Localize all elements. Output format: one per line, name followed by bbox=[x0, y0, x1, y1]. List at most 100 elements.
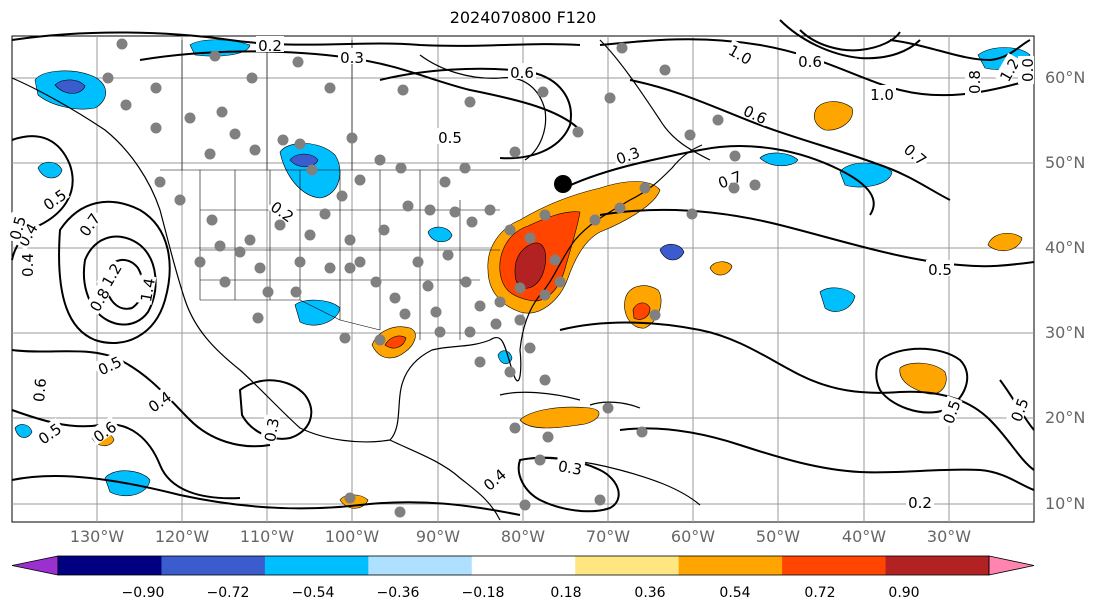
colorbar-tick-label: 0.36 bbox=[634, 585, 666, 601]
station-marker bbox=[399, 308, 411, 320]
station-marker bbox=[542, 431, 554, 443]
contour-label-bg bbox=[96, 257, 125, 291]
station-marker bbox=[712, 114, 724, 126]
warm-anomaly-gulf-core bbox=[384, 335, 407, 349]
station-markers bbox=[102, 38, 761, 518]
cool-anomaly-midwest bbox=[427, 226, 453, 243]
station-marker bbox=[549, 254, 561, 266]
colorbar-outline bbox=[57, 555, 990, 576]
station-marker bbox=[422, 280, 434, 292]
colorbar-extend-high bbox=[988, 555, 1035, 576]
station-marker bbox=[460, 276, 472, 288]
contour-label: 0.8 bbox=[966, 70, 984, 94]
lon-label-80w: 80°W bbox=[500, 527, 546, 546]
station-marker bbox=[572, 126, 584, 138]
storm-center-marker bbox=[554, 175, 572, 193]
station-marker bbox=[684, 129, 696, 141]
station-marker bbox=[294, 138, 306, 150]
colorbar-tick-label: −0.54 bbox=[291, 585, 335, 601]
contour-label: 0.2 bbox=[258, 37, 282, 55]
station-marker bbox=[504, 224, 516, 236]
colorbar-tick-label: −0.90 bbox=[121, 585, 165, 601]
lon-label-70w: 70°W bbox=[585, 527, 631, 546]
station-marker bbox=[636, 426, 648, 438]
contour-line-3 bbox=[379, 67, 572, 160]
station-marker bbox=[504, 366, 516, 378]
station-marker bbox=[304, 229, 316, 241]
station-marker bbox=[539, 209, 551, 221]
station-marker bbox=[509, 146, 521, 158]
station-marker bbox=[154, 176, 166, 188]
station-marker bbox=[216, 106, 228, 118]
station-marker bbox=[194, 256, 206, 268]
contour-line-10 bbox=[11, 474, 521, 516]
colorbar-segment bbox=[471, 556, 576, 575]
contour-label-bg bbox=[37, 183, 70, 213]
station-marker bbox=[686, 208, 698, 220]
station-marker bbox=[319, 208, 331, 220]
coastline-hudson bbox=[419, 54, 547, 161]
contour-label: 0.5 bbox=[928, 261, 952, 279]
contour-label: 0.3 bbox=[261, 417, 283, 444]
lat-label-40n: 40°N bbox=[1045, 238, 1086, 257]
coastline-cuba bbox=[499, 391, 581, 401]
contour-line-17 bbox=[559, 321, 1035, 471]
contour-label: 0.0 bbox=[1019, 58, 1037, 82]
station-marker bbox=[466, 216, 478, 228]
warm-anomaly-atlantic-1-core bbox=[632, 302, 651, 320]
station-marker bbox=[116, 38, 128, 50]
station-marker bbox=[509, 422, 521, 434]
colorbar-tick-label: −0.18 bbox=[461, 585, 505, 601]
station-marker bbox=[150, 82, 162, 94]
station-marker bbox=[277, 134, 289, 146]
coastline-labrador bbox=[599, 39, 711, 161]
colorbar-tick-label: 0.90 bbox=[888, 585, 920, 601]
station-marker bbox=[252, 312, 264, 324]
station-marker bbox=[206, 214, 218, 226]
contour-label-bg bbox=[555, 455, 586, 477]
contour-line-23 bbox=[559, 145, 875, 216]
station-marker bbox=[344, 262, 356, 274]
contour-label-bg bbox=[713, 165, 746, 191]
cool-anomaly-atlantic-4 bbox=[819, 287, 856, 312]
contour-label-bg bbox=[965, 68, 981, 96]
station-marker bbox=[374, 334, 386, 346]
station-marker bbox=[229, 128, 241, 140]
map-title: 2024070800 F120 bbox=[449, 8, 597, 27]
contour-label-bg bbox=[724, 39, 758, 68]
contour-label-bg bbox=[73, 207, 103, 240]
contour-label-bg bbox=[926, 260, 954, 276]
colorbar-segment bbox=[885, 556, 990, 575]
contour-labels: 0.20.30.61.0 0.6 1.20.80.01.00.60.70.50.30… bbox=[4, 36, 1037, 512]
contour-label-bg bbox=[338, 48, 366, 64]
station-marker bbox=[649, 309, 661, 321]
station-marker bbox=[204, 148, 216, 160]
station-marker bbox=[434, 326, 446, 338]
contour-line-11 bbox=[599, 38, 1031, 97]
warm-anomaly-atlantic-5 bbox=[899, 362, 947, 395]
lat-label-20n: 20°N bbox=[1045, 408, 1086, 427]
station-marker bbox=[397, 84, 409, 96]
contour-label: 0.6 bbox=[510, 64, 534, 82]
station-marker bbox=[514, 314, 526, 326]
station-marker bbox=[102, 72, 114, 84]
contour-label: 0.3 bbox=[340, 49, 364, 67]
contour-label-bg bbox=[508, 63, 536, 79]
station-marker bbox=[370, 276, 382, 288]
border-state-lines bbox=[199, 170, 500, 340]
lon-label-30w: 30°W bbox=[926, 527, 972, 546]
lat-label-50n: 50°N bbox=[1045, 153, 1086, 172]
lon-label-100w: 100°W bbox=[324, 527, 380, 546]
station-marker bbox=[514, 282, 526, 294]
station-marker bbox=[494, 296, 506, 308]
contour-line-1 bbox=[11, 31, 581, 47]
station-marker bbox=[324, 82, 336, 94]
cool-anomaly-pacific-1 bbox=[37, 161, 63, 179]
contour-label-bg bbox=[259, 414, 281, 445]
station-marker bbox=[442, 249, 454, 261]
station-marker bbox=[174, 194, 186, 206]
station-marker bbox=[394, 506, 406, 518]
contour-label-bg bbox=[1018, 56, 1034, 84]
contour-line-21 bbox=[238, 379, 313, 440]
station-marker bbox=[659, 64, 671, 76]
